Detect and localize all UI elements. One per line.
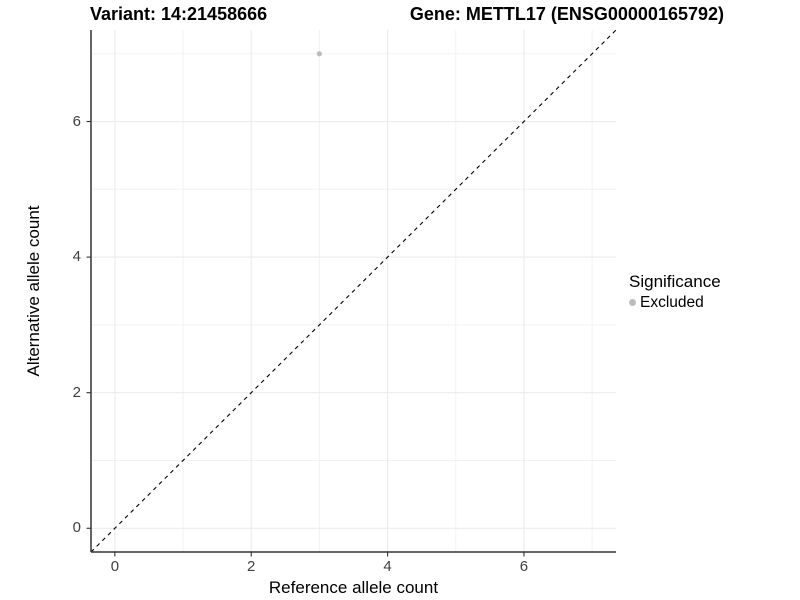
gene-title: Gene: METTL17 (ENSG00000165792) bbox=[409, 4, 724, 24]
y-axis-title: Alternative allele count bbox=[24, 205, 43, 377]
legend-title: Significance bbox=[629, 272, 721, 291]
x-tick-label: 0 bbox=[110, 558, 120, 575]
plot-title-row: Variant: 14:21458666 Gene: METTL17 (ENSG… bbox=[90, 4, 724, 25]
legend: Significance Excluded bbox=[629, 272, 721, 312]
x-tick-label: 2 bbox=[247, 558, 256, 575]
data-point bbox=[316, 51, 323, 57]
y-tick-label: 4 bbox=[72, 248, 81, 266]
y-tick-label: 2 bbox=[72, 383, 81, 401]
y-tick-label: 6 bbox=[72, 112, 81, 130]
identity-line bbox=[90, 29, 617, 553]
variant-title: Variant: 14:21458666 bbox=[90, 4, 268, 24]
x-axis-title: Reference allele count bbox=[268, 578, 439, 597]
x-tick-label: 6 bbox=[519, 558, 529, 575]
legend-item-excluded: Excluded bbox=[629, 293, 721, 312]
legend-item-label: Excluded bbox=[640, 294, 704, 311]
y-tick-label: 0 bbox=[72, 519, 81, 537]
x-tick-label: 4 bbox=[383, 558, 392, 575]
legend-key-dot-icon bbox=[629, 299, 636, 306]
